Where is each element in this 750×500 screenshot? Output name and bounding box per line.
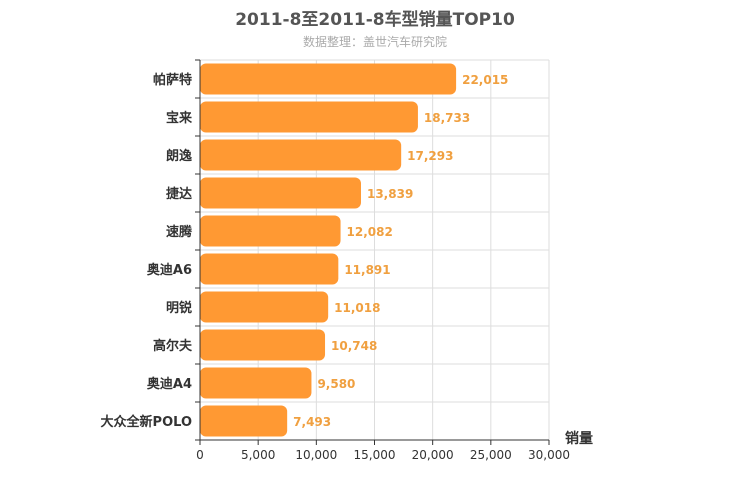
x-tick-label: 30,000 (528, 448, 570, 462)
data-label: 18,733 (424, 111, 470, 125)
data-label: 11,891 (344, 263, 390, 277)
category-label: 帕萨特 (153, 72, 192, 88)
bar (200, 292, 328, 323)
x-tick-label: 10,000 (295, 448, 337, 462)
category-label: 捷达 (166, 186, 192, 202)
category-label: 奥迪A6 (147, 262, 192, 278)
category-label: 明锐 (166, 300, 192, 316)
bar (200, 330, 325, 361)
data-label: 13,839 (367, 187, 413, 201)
bar (200, 254, 338, 285)
category-label: 速腾 (166, 224, 193, 240)
bar (200, 64, 456, 95)
x-tick-label: 15,000 (354, 448, 396, 462)
data-label: 10,748 (331, 339, 377, 353)
x-axis-title: 销量 (565, 430, 593, 447)
category-label: 奥迪A4 (147, 376, 192, 392)
data-label: 11,018 (334, 301, 380, 315)
bar (200, 140, 401, 171)
category-label: 宝来 (166, 110, 193, 126)
data-label: 17,293 (407, 149, 453, 163)
category-label: 朗逸 (166, 148, 192, 164)
x-tick-label: 20,000 (412, 448, 454, 462)
bar (200, 102, 418, 133)
x-tick-label: 0 (196, 448, 204, 462)
bar (200, 368, 311, 399)
data-label: 9,580 (317, 377, 355, 391)
bar (200, 216, 341, 247)
data-label: 12,082 (347, 225, 393, 239)
bar (200, 406, 287, 437)
data-label: 7,493 (293, 415, 331, 429)
category-label: 高尔夫 (153, 338, 193, 354)
category-label: 大众全新POLO (101, 414, 192, 430)
x-tick-label: 5,000 (241, 448, 275, 462)
data-label: 22,015 (462, 73, 508, 87)
bar (200, 178, 361, 209)
x-tick-label: 25,000 (470, 448, 512, 462)
